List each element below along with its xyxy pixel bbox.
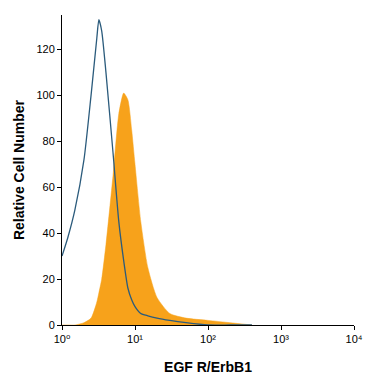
svg-text:20: 20 — [43, 273, 55, 285]
svg-text:60: 60 — [43, 181, 55, 193]
svg-text:10²: 10² — [200, 333, 216, 345]
svg-text:Relative Cell Number: Relative Cell Number — [11, 99, 27, 240]
svg-text:10¹: 10¹ — [127, 333, 143, 345]
svg-text:10⁴: 10⁴ — [346, 333, 363, 345]
svg-text:10⁰: 10⁰ — [54, 333, 71, 345]
svg-text:40: 40 — [43, 227, 55, 239]
svg-text:80: 80 — [43, 135, 55, 147]
svg-text:100: 100 — [36, 89, 54, 101]
svg-text:EGF R/ErbB1: EGF R/ErbB1 — [164, 359, 252, 375]
svg-text:10³: 10³ — [273, 333, 289, 345]
svg-text:120: 120 — [36, 43, 54, 55]
svg-text:0: 0 — [49, 319, 55, 331]
